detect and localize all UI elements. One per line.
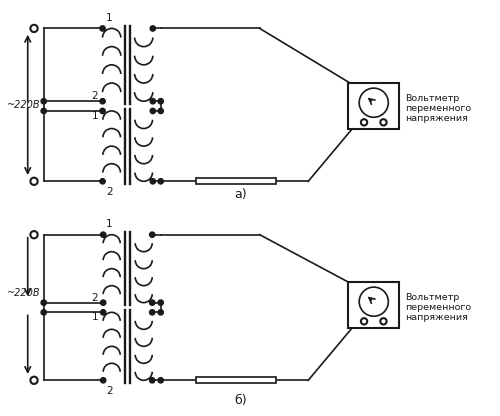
Circle shape — [150, 99, 156, 104]
Text: 1: 1 — [92, 111, 98, 121]
Circle shape — [100, 26, 105, 31]
Circle shape — [100, 108, 105, 114]
Circle shape — [158, 99, 164, 104]
Circle shape — [150, 26, 156, 31]
Text: 1: 1 — [92, 312, 98, 322]
Text: а): а) — [234, 188, 246, 201]
Bar — [196, 377, 276, 384]
Text: ~220В: ~220В — [8, 288, 41, 298]
Circle shape — [158, 310, 164, 315]
Circle shape — [150, 108, 156, 114]
Circle shape — [150, 310, 155, 315]
Circle shape — [41, 108, 46, 114]
Circle shape — [150, 300, 155, 305]
Circle shape — [41, 310, 46, 315]
Text: 2: 2 — [106, 187, 112, 197]
Circle shape — [41, 300, 46, 305]
Circle shape — [100, 99, 105, 104]
Circle shape — [158, 378, 164, 383]
Circle shape — [150, 378, 155, 383]
Circle shape — [150, 232, 155, 238]
Circle shape — [158, 178, 164, 184]
Circle shape — [100, 310, 106, 315]
Circle shape — [150, 178, 156, 184]
Circle shape — [41, 99, 46, 104]
Text: 2: 2 — [92, 91, 98, 101]
Text: ~220В: ~220В — [8, 100, 41, 110]
Circle shape — [158, 108, 164, 114]
Circle shape — [100, 300, 106, 305]
Bar — [348, 83, 399, 129]
Bar — [196, 178, 276, 184]
Circle shape — [158, 300, 164, 305]
Circle shape — [100, 378, 106, 383]
Text: 1: 1 — [106, 219, 112, 229]
Text: б): б) — [234, 394, 246, 407]
Text: 2: 2 — [92, 292, 98, 303]
Circle shape — [100, 232, 106, 238]
Text: 1: 1 — [106, 12, 112, 22]
Text: 2: 2 — [106, 386, 112, 396]
Text: Вольтметр
переменного
напряжения: Вольтметр переменного напряжения — [406, 292, 471, 322]
Circle shape — [100, 178, 105, 184]
Text: Вольтметр
переменного
напряжения: Вольтметр переменного напряжения — [406, 94, 471, 124]
Bar — [348, 282, 399, 328]
